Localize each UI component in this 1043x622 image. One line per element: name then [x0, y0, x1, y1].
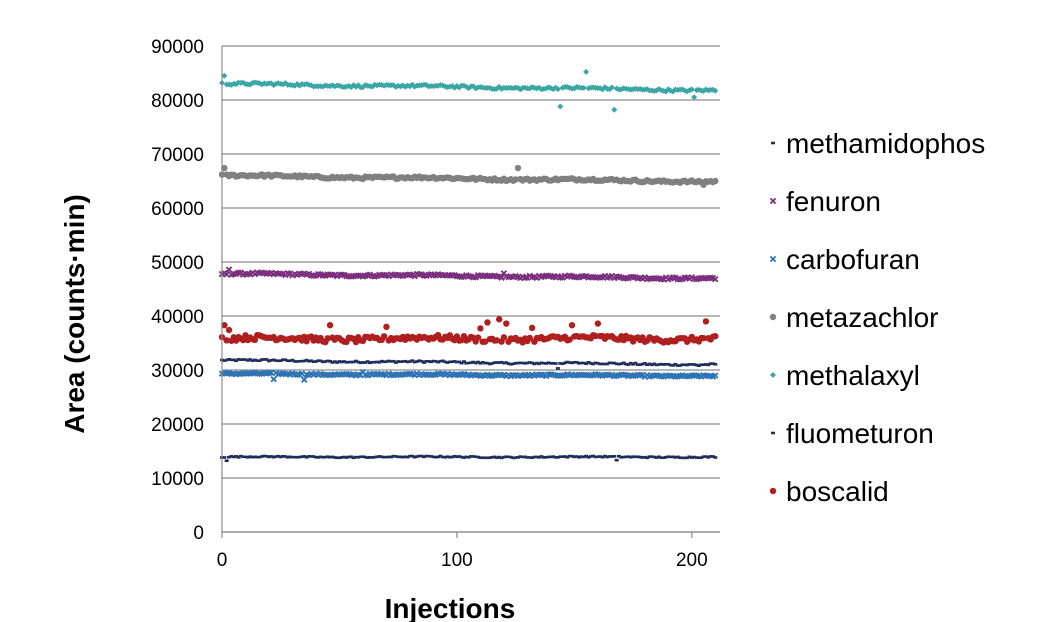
- data-point: [514, 164, 522, 172]
- data-point: [500, 270, 508, 277]
- series-methamidophos: [220, 357, 718, 370]
- legend-item: boscalid: [769, 476, 889, 507]
- legend-label: fluometuron: [786, 418, 934, 449]
- data-point: [383, 323, 390, 330]
- legend-label: methamidophos: [786, 128, 985, 159]
- data-point: [557, 103, 564, 110]
- data-point: [592, 332, 599, 340]
- y-tick-label: 90000: [151, 37, 204, 58]
- data-point: [498, 274, 505, 281]
- data-point: [500, 334, 508, 341]
- data-point: [221, 72, 228, 79]
- data-point: [251, 336, 259, 344]
- data-point: [700, 334, 707, 342]
- x-axis-title: Injections: [385, 593, 516, 622]
- data-point: [481, 338, 489, 345]
- legend-marker: [769, 197, 777, 205]
- data-points: [218, 68, 719, 463]
- y-tick-label: 80000: [151, 91, 204, 112]
- legend-marker: [770, 372, 776, 378]
- data-point: [477, 325, 484, 332]
- data-point: [554, 86, 561, 93]
- x-tick-labels: 0 100 200: [217, 550, 708, 571]
- data-point: [712, 87, 719, 94]
- data-point: [484, 319, 491, 326]
- data-point: [712, 333, 719, 340]
- legend-item: fluometuron: [771, 418, 934, 449]
- y-tick-label: 30000: [151, 361, 204, 382]
- legend-label: fenuron: [786, 186, 881, 217]
- data-point: [712, 177, 719, 185]
- data-point: [712, 372, 719, 379]
- data-point: [225, 266, 233, 273]
- data-point: [566, 336, 573, 343]
- legend-label: boscalid: [786, 476, 889, 507]
- y-tick-labels: 0 10000 20000 30000 40000 50000 60000 70000 8000…: [151, 37, 204, 544]
- data-point: [691, 94, 698, 101]
- legend-marker: [769, 313, 777, 321]
- legend-label: methalaxyl: [786, 360, 920, 391]
- series-boscalid: [218, 316, 719, 346]
- data-point: [503, 320, 510, 327]
- series-fluometuron: [220, 454, 718, 463]
- data-point: [594, 320, 602, 327]
- data-point: [512, 176, 519, 183]
- data-point: [688, 86, 695, 93]
- x-tick-label: 100: [441, 550, 473, 571]
- data-point: [495, 316, 503, 323]
- data-point: [611, 106, 618, 113]
- data-point: [300, 376, 308, 383]
- y-tick-label: 40000: [151, 307, 204, 328]
- legend-item: carbofuran: [769, 244, 920, 275]
- series-carbofuran: [218, 368, 719, 383]
- series-metazachlor: [218, 164, 719, 188]
- legend-label: carbofuran: [786, 244, 920, 275]
- x-tick-label: 200: [676, 550, 708, 571]
- legend: methamidophos fenuron carbofuran metazachlo…: [769, 128, 985, 507]
- data-point: [583, 68, 590, 75]
- legend-item: fenuron: [769, 186, 881, 217]
- data-point: [223, 337, 230, 344]
- gridlines: [222, 45, 720, 533]
- series-methalaxyl: [219, 68, 719, 113]
- x-tick-label: 0: [217, 550, 228, 571]
- data-point: [712, 275, 719, 283]
- data-point: [580, 84, 587, 91]
- data-point: [568, 321, 576, 329]
- data-point: [702, 318, 710, 325]
- data-point: [526, 334, 533, 342]
- data-point: [474, 334, 482, 341]
- y-tick-label: 0: [193, 523, 204, 544]
- data-point: [608, 84, 615, 91]
- y-tick-label: 70000: [151, 145, 204, 166]
- data-point: [221, 164, 228, 172]
- legend-marker: [769, 487, 777, 495]
- data-point: [239, 336, 247, 344]
- data-point: [326, 321, 334, 329]
- legend-item: methamidophos: [771, 128, 985, 159]
- series-fenuron: [218, 266, 719, 283]
- axes: [221, 46, 720, 538]
- data-point: [298, 370, 306, 377]
- y-axis-title: Area (counts·min): [59, 194, 90, 434]
- data-point: [700, 181, 707, 188]
- data-point: [270, 375, 277, 383]
- data-point: [225, 326, 233, 334]
- data-point: [528, 324, 536, 332]
- data-point: [359, 368, 367, 376]
- data-point: [380, 333, 388, 340]
- y-tick-label: 50000: [151, 253, 204, 274]
- legend-item: methalaxyl: [770, 360, 920, 391]
- y-tick-label: 20000: [151, 415, 204, 436]
- legend-item: metazachlor: [769, 302, 939, 333]
- y-tick-label: 60000: [151, 199, 204, 220]
- data-point: [221, 321, 228, 329]
- y-tick-label: 10000: [151, 469, 204, 490]
- data-point: [324, 335, 331, 342]
- legend-label: metazachlor: [786, 302, 939, 333]
- legend-marker: [769, 255, 777, 263]
